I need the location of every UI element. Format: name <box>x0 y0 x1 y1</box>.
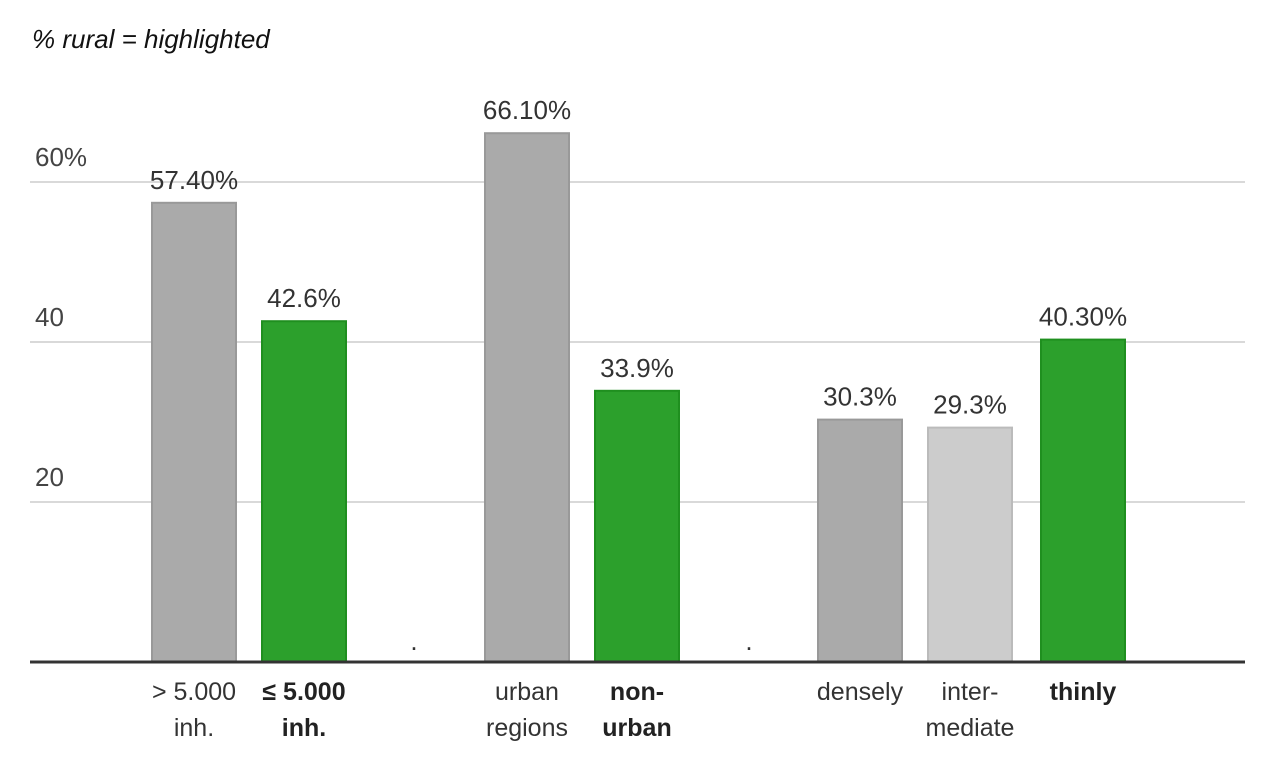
data-label: 66.10% <box>483 95 571 125</box>
bar <box>1040 338 1126 663</box>
category-label: thinly <box>1050 678 1117 706</box>
bar <box>594 389 680 663</box>
category-label: mediate <box>926 714 1015 742</box>
bar <box>261 320 347 663</box>
chart-subtitle: % rural = highlighted <box>32 24 271 54</box>
category-labels: > 5.000 inh. ≤ 5.000 inh. urban regions non-ur… <box>152 626 1116 742</box>
bar <box>817 418 903 663</box>
bar <box>484 132 570 663</box>
data-label: 42.6% <box>267 283 341 313</box>
category-label: densely <box>817 678 904 706</box>
data-label: 29.3% <box>933 390 1007 420</box>
data-label: 40.30% <box>1039 302 1127 332</box>
bars: 57.40% 42.6% 66.10% 33.9% 30.3% 29.3% 40.30% <box>150 95 1127 664</box>
category-label: inh. <box>174 714 214 742</box>
y-tick-label: 40 <box>35 302 64 332</box>
data-label: 57.40% <box>150 165 238 195</box>
category-label: inh. <box>282 714 326 742</box>
category-label: non- <box>610 678 664 706</box>
y-tick-label: 20 <box>35 462 64 492</box>
category-label: ≤ 5.000 <box>262 678 345 706</box>
category-label: urban <box>602 714 671 742</box>
data-label: 30.3% <box>823 382 897 412</box>
category-label: > 5.000 <box>152 678 236 706</box>
group-separator: . <box>745 626 752 656</box>
category-label: urban <box>495 678 559 706</box>
bar <box>927 426 1013 663</box>
group-separator: . <box>410 626 417 656</box>
category-label: inter- <box>942 678 999 706</box>
y-tick-label: 60% <box>35 142 87 172</box>
data-label: 33.9% <box>600 353 674 383</box>
bar <box>151 201 237 664</box>
category-label: regions <box>486 714 568 742</box>
